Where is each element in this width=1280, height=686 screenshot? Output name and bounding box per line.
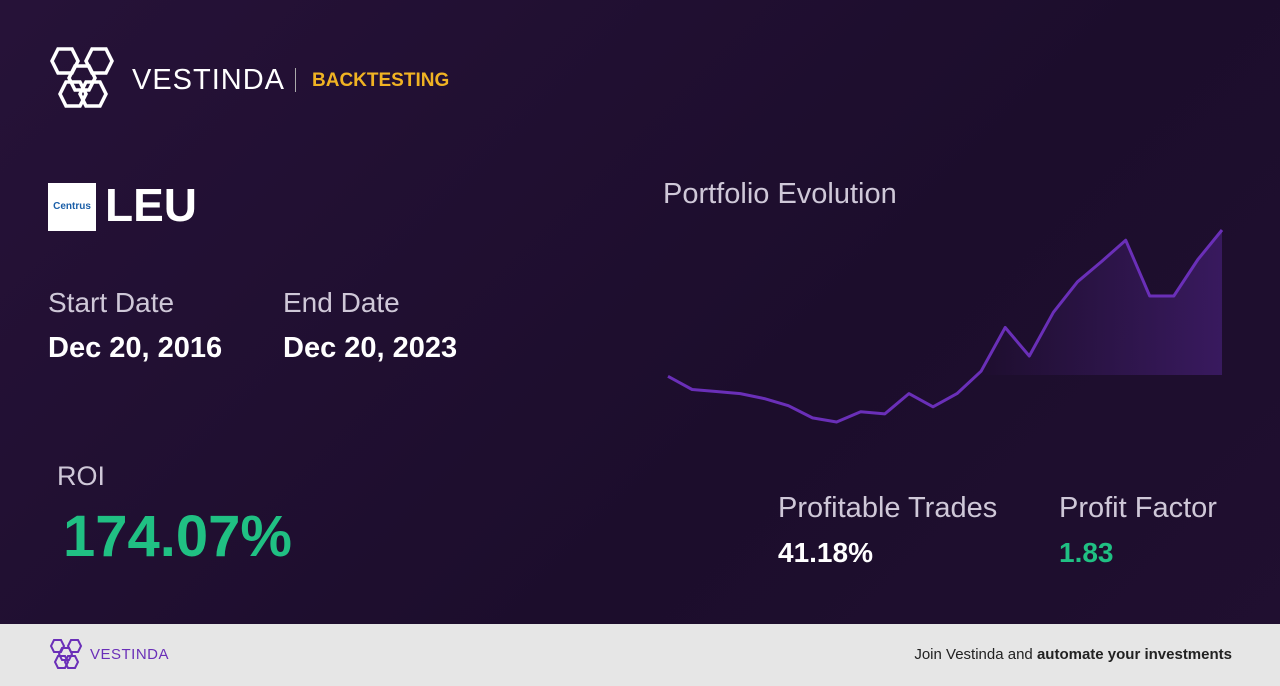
footer: VESTINDA Join Vestinda and automate your… bbox=[0, 624, 1280, 686]
ticker: LEU bbox=[105, 179, 197, 231]
footer-text-bold: automate your investments bbox=[1036, 646, 1232, 663]
start-label: Start Date bbox=[48, 287, 175, 318]
end-label: End Date bbox=[283, 287, 400, 318]
area bbox=[668, 230, 1222, 422]
roi-label: ROI bbox=[57, 461, 106, 491]
section-name: BACKTESTING bbox=[312, 70, 450, 91]
profitable-label: Profitable Trades bbox=[778, 492, 998, 524]
start-value: Dec 20, 2016 bbox=[48, 332, 223, 364]
chart-title: Portfolio Evolution bbox=[663, 178, 897, 210]
asset-logo: Centrus bbox=[48, 183, 96, 231]
brand-name: VESTINDA bbox=[132, 64, 286, 96]
roi-value: 174.07% bbox=[63, 504, 292, 569]
footer-brand: VESTINDA bbox=[90, 646, 170, 663]
factor-value: 1.83 bbox=[1059, 537, 1114, 568]
brand-logo bbox=[50, 47, 114, 108]
footer-cta: Join Vestinda and automate your investme… bbox=[914, 646, 1232, 663]
footer-logo bbox=[49, 639, 83, 669]
factor-label: Profit Factor bbox=[1059, 492, 1217, 524]
profitable-value: 41.18% bbox=[778, 537, 873, 568]
end-value: Dec 20, 2023 bbox=[283, 332, 458, 364]
line bbox=[667, 229, 1224, 424]
chart bbox=[667, 229, 1224, 424]
footer-text: Join Vestinda and bbox=[914, 646, 1033, 663]
divider bbox=[295, 68, 296, 92]
